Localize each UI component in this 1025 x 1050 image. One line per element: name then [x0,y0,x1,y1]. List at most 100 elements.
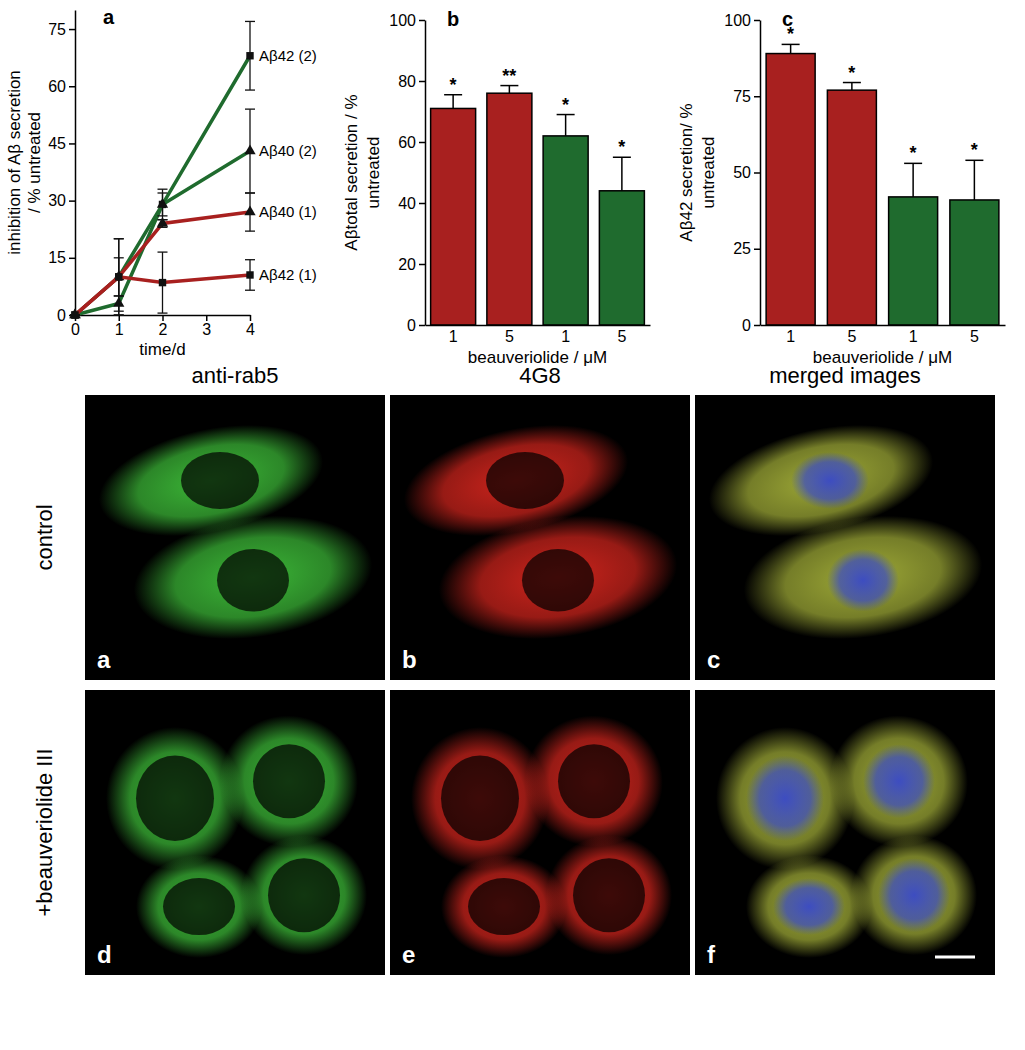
x-tick: 2 [159,315,168,338]
marker [71,311,78,318]
x-axis: 1515 [761,325,1006,345]
tick-mark [250,315,252,321]
y-tick: 40 [398,195,425,212]
tick-label: 80 [398,73,416,90]
marker [159,279,166,286]
plot-area [766,44,999,325]
nucleus [468,878,540,935]
significance: ** [502,66,516,86]
nucleus [558,744,630,818]
bar [766,54,815,325]
error-line [974,160,976,200]
micrograph-panel: c [695,395,995,680]
tick-label: 5 [847,328,856,345]
error-cap [158,189,168,190]
error-cap [114,295,124,296]
x-tick: 4 [246,315,255,338]
axis-line [425,21,427,326]
error-bar [114,258,124,296]
tick-mark [754,96,760,98]
tick-label: 100 [389,12,416,29]
cell [546,835,672,955]
x-axis: 1515 [426,325,651,345]
y-tick: 75 [48,21,75,38]
x-tick: 5 [970,325,979,345]
marker [157,198,168,208]
chart-a: 0153045607501234time/dinhibition of Aβ s… [5,6,317,359]
error-cap [158,227,168,228]
significance: * [971,140,978,160]
tick-mark [754,20,760,22]
x-axis-title: time/d [139,340,185,359]
error-cap [245,21,255,22]
error-bar [245,193,255,231]
error-cap [245,192,255,193]
error-line [509,86,511,94]
bar [827,90,876,325]
tick-label: 75 [48,21,66,38]
line [75,56,250,315]
y-tick: 0 [742,317,760,334]
y-axis-title: / % untreated [25,112,44,213]
significance: * [450,75,457,95]
cell [820,705,979,858]
nucleus [217,549,289,612]
image [390,690,690,975]
marker [244,145,255,155]
micrograph-panel: d [85,690,385,975]
bar [543,136,588,325]
tick-label: 1 [115,321,124,338]
error-cap [114,238,124,239]
error-bar [114,239,124,315]
nucleus [441,756,519,842]
tick-label: 0 [57,307,66,324]
error-bar [245,21,255,90]
tick-mark [69,200,75,202]
tick-label: 1 [909,328,918,345]
tick-mark [754,249,760,251]
nucleus [136,756,214,842]
tick-mark [69,258,75,260]
micrograph-panel: e [390,690,690,975]
panel-label: b [447,8,459,30]
tick-label: 2 [159,321,168,338]
tick-label: 3 [202,321,211,338]
series [69,193,255,318]
tick-mark [754,325,760,327]
micrograph-panel: f [695,690,995,975]
error-cap [245,259,255,260]
error-line [565,115,567,136]
axis-line [761,325,1006,327]
y-tick: 45 [48,135,75,152]
tick-mark [419,142,425,144]
image-background [390,690,690,975]
series-label: Aβ42 (1) [259,266,317,283]
error-bar [245,109,255,193]
y-axis-title: Aβtotal secretion / % [342,94,361,250]
panel-label: f [707,941,716,968]
x-tick: 1 [561,325,570,345]
nucleus [573,858,645,932]
error-bar [245,260,255,291]
tick-mark [69,29,75,31]
y-axis: 01530456075 [48,11,75,324]
line [75,151,250,315]
error-bar [114,239,124,315]
error-bar [500,86,518,94]
tick-label: 1 [449,328,458,345]
axis-line [426,325,651,327]
micrograph-panel: b [390,395,690,680]
x-tick: 5 [617,325,626,345]
nucleus [268,858,340,932]
cell [736,501,990,653]
tick-mark [419,203,425,205]
image-background [390,395,690,680]
row-title: control [32,504,57,570]
y-tick: 100 [724,12,760,29]
panel-label: c [782,8,793,30]
error-cap [245,192,255,193]
image-background [85,395,385,680]
tick-mark [419,81,425,83]
error-cap [245,89,255,90]
error-cap [114,238,124,239]
